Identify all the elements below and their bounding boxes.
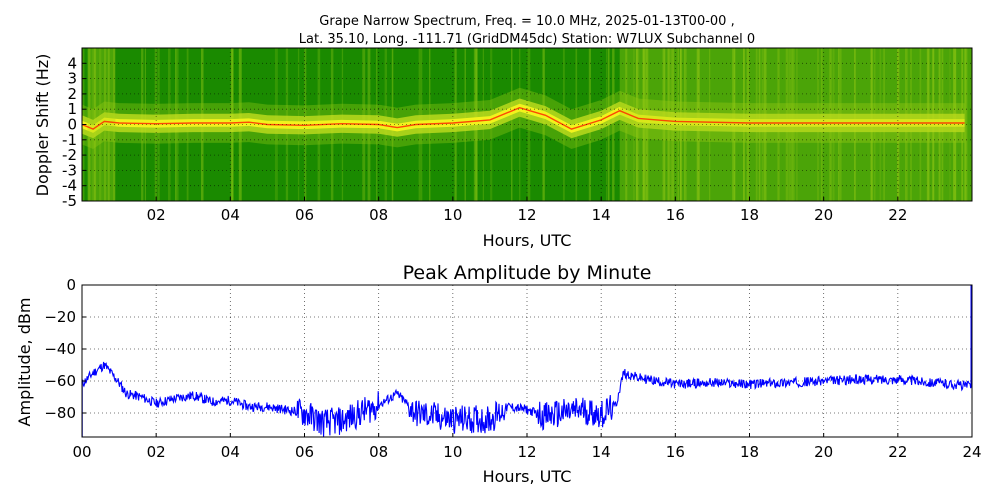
spectrogram-y-tick-label: 2 [67,85,77,103]
spectrogram-y-tick-label: 3 [67,70,77,88]
amplitude-y-tick-label: 0 [66,276,76,294]
amplitude-panel: Peak Amplitude by Minute 00 02 04 06 08 10 12 1… [15,262,982,486]
spectrogram-y-tick-label: 4 [67,54,77,72]
amplitude-x-tick-label: 10 [443,443,462,461]
spectrogram-image [82,48,972,201]
amplitude-x-tick-label: 08 [369,443,388,461]
spectrogram-x-tick-label: 06 [295,206,314,224]
amplitude-x-tick-label: 22 [888,443,907,461]
amplitude-x-tick-label: 02 [147,443,166,461]
amplitude-x-tick-label: 18 [740,443,759,461]
spectrogram-x-tick-label: 20 [814,206,833,224]
spectrogram-y-tick-label: -1 [62,131,77,149]
amplitude-x-tick-label: 06 [295,443,314,461]
amplitude-x-tick-label: 20 [814,443,833,461]
amplitude-plot-area [82,285,972,437]
amplitude-x-tick-label: 00 [72,443,91,461]
spectrogram-y-tick-label: -5 [62,192,77,210]
amplitude-x-ticks: 00 02 04 06 08 10 12 14 16 18 20 22 24 [72,433,982,461]
amplitude-x-tick-label: 16 [666,443,685,461]
spectrogram-x-ticks: 02 04 06 08 10 12 14 16 18 20 22 [147,197,907,224]
amplitude-series-line [82,361,972,437]
amplitude-y-tick-label: −20 [44,308,76,326]
spectrogram-x-tick-label: 02 [147,206,166,224]
spectrogram-y-tick-label: -2 [62,146,77,164]
spectrogram-y-tick-label: 1 [67,100,77,118]
spectrogram-x-tick-label: 18 [740,206,759,224]
amplitude-x-tick-label: 14 [592,443,611,461]
spectrogram-x-tick-label: 16 [666,206,685,224]
doppler-peak-trace [82,106,965,130]
spectrogram-x-tick-label: 12 [517,206,536,224]
amplitude-x-tick-label: 04 [221,443,240,461]
figure-title-line1: Grape Narrow Spectrum, Freq. = 10.0 MHz,… [319,14,734,29]
amplitude-x-tick-label: 24 [962,443,981,461]
spectrogram-y-tick-label: -3 [62,161,77,179]
spectrogram-x-tick-label: 04 [221,206,240,224]
spectrogram-x-tick-label: 14 [592,206,611,224]
amplitude-y-tick-label: −40 [44,340,76,358]
amplitude-x-tick-label: 12 [517,443,536,461]
amplitude-y-tick-label: −80 [44,404,76,422]
spectrogram-y-tick-label: 0 [67,116,77,134]
spectrogram-x-tick-label: 10 [443,206,462,224]
amplitude-y-label: Amplitude, dBm [15,298,34,427]
figure-title-line2: Lat. 35.10, Long. -111.71 (GridDM45dc) S… [299,32,755,47]
amplitude-y-ticks: 0 −20 −40 −60 −80 [44,276,86,422]
spectrogram-x-tick-label: 22 [888,206,907,224]
amplitude-y-tick-label: −60 [44,372,76,390]
amplitude-title: Peak Amplitude by Minute [403,262,652,284]
spectrogram-x-label: Hours, UTC [483,231,572,250]
spectrogram-x-tick-label: 08 [369,206,388,224]
amplitude-x-label: Hours, UTC [483,467,572,486]
spectrogram-y-label: Doppler Shift (Hz) [33,54,52,197]
spectrogram-y-tick-label: -4 [62,177,77,195]
amplitude-grid [81,284,973,437]
